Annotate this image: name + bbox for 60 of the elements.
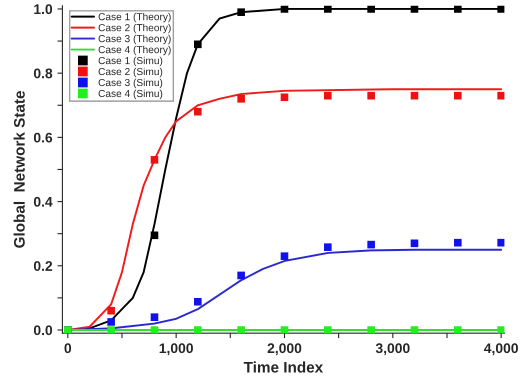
x-tick-label: 1,000	[160, 343, 193, 356]
y-tick-label: 1.0	[34, 4, 52, 14]
legend-label: Case 2 (Simu)	[98, 68, 162, 78]
legend-label: Case 1 (Theory)	[98, 12, 171, 22]
point	[150, 231, 158, 240]
point	[150, 156, 158, 164]
legend-label: Case 2 (Theory)	[98, 24, 171, 34]
point	[280, 93, 288, 102]
x-tick-label: 0	[64, 343, 72, 354]
point	[454, 326, 462, 334]
point	[324, 326, 332, 334]
point	[367, 92, 375, 100]
point	[367, 326, 375, 334]
x-tick-label: 2,000	[268, 343, 302, 356]
point	[107, 306, 115, 315]
point	[367, 240, 375, 248]
y-tick-label: 0.8	[34, 68, 52, 78]
y-axis-title: Global Network State	[14, 91, 25, 248]
legend-label: Case 4 (Theory)	[98, 46, 171, 56]
point	[497, 92, 504, 100]
point	[497, 238, 504, 246]
point	[237, 8, 245, 16]
point	[454, 92, 462, 100]
point	[280, 6, 288, 13]
point	[497, 326, 504, 334]
point	[237, 326, 245, 334]
x-axis-title: Time Index	[244, 361, 324, 373]
point	[497, 6, 504, 13]
y-tick-label: 0.0	[34, 325, 52, 336]
point	[194, 108, 202, 116]
legend-label: Case 3 (Simu)	[98, 78, 162, 88]
legend-label: Case 1 (Simu)	[98, 56, 162, 66]
point	[237, 95, 245, 103]
point	[280, 252, 288, 260]
point	[194, 326, 202, 334]
point	[324, 6, 332, 13]
point	[107, 326, 115, 334]
point	[107, 318, 115, 326]
point	[150, 313, 158, 321]
legend-label: Case 3 (Theory)	[98, 34, 171, 44]
y-tick-label: 0.4	[34, 196, 53, 207]
point	[194, 298, 202, 306]
point	[280, 326, 288, 334]
y-tick-label: 0.6	[34, 132, 52, 143]
point	[194, 40, 202, 48]
point	[367, 6, 375, 13]
legend-label: Case 4 (Simu)	[98, 90, 162, 100]
point	[410, 92, 418, 100]
point	[150, 326, 158, 334]
point	[324, 243, 332, 251]
point	[454, 6, 462, 13]
x-tick-label: 4,000	[484, 343, 518, 356]
point	[324, 92, 332, 100]
x-tick-label: 3,000	[376, 343, 410, 356]
point	[410, 6, 418, 13]
point	[410, 326, 418, 334]
y-tick-label: 0.2	[34, 261, 52, 271]
point	[454, 238, 462, 246]
point	[410, 240, 418, 248]
point	[237, 272, 245, 280]
